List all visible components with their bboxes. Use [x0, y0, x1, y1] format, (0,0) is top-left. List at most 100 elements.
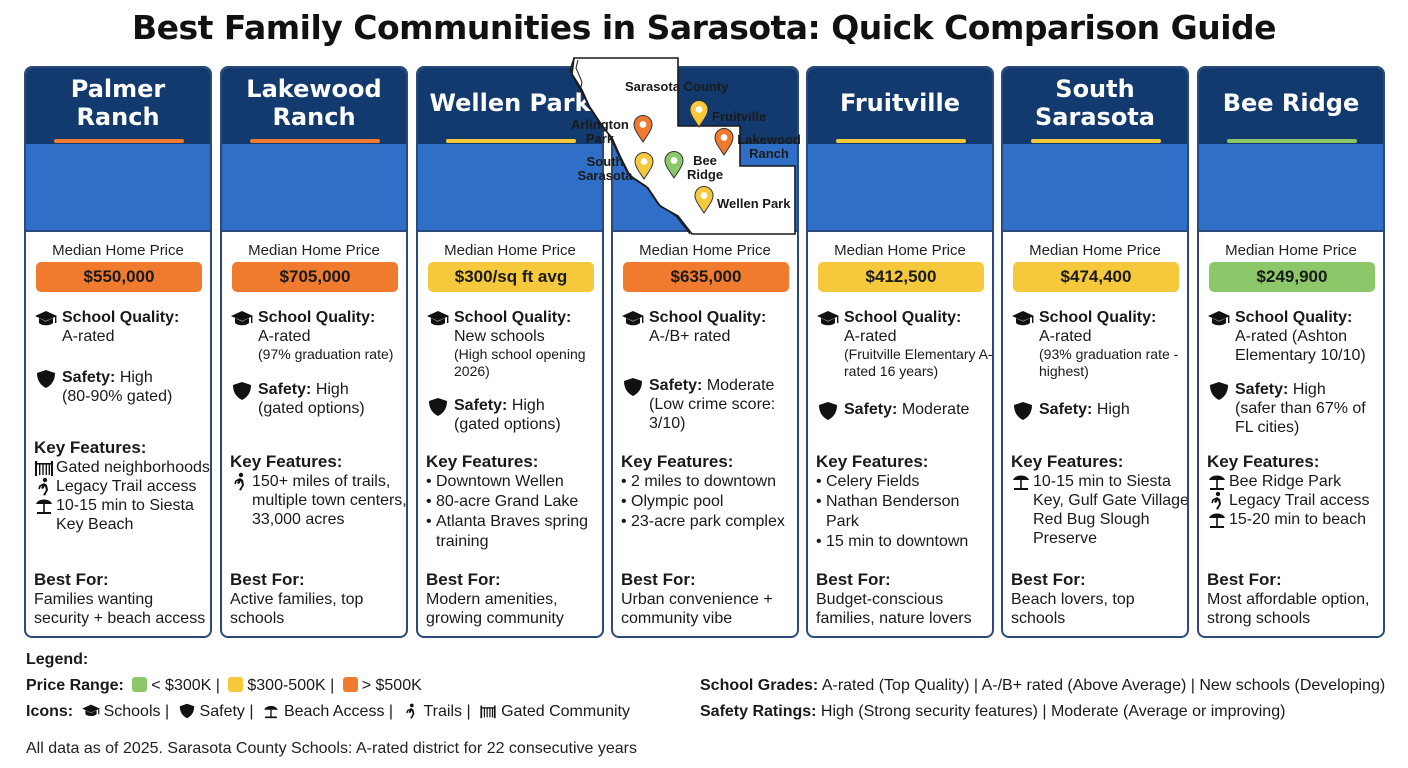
best-for-text: Active families, top schools [230, 591, 364, 627]
best-for-text: Beach lovers, top schools [1011, 591, 1135, 627]
card-photo-band [222, 144, 406, 232]
school-rating: A-rated [1039, 328, 1092, 345]
best-for-text: Families wanting security + beach access [34, 591, 206, 627]
key-features-label: Key Features: [230, 452, 343, 471]
community-name: Palmer Ranch [70, 75, 166, 131]
safety-icon [34, 369, 58, 389]
feature-item: Olympic pool [621, 492, 797, 512]
key-features-label: Key Features: [34, 438, 147, 457]
price-badge: $474,400 [1013, 262, 1179, 292]
map-pin-icon [714, 128, 734, 156]
price-badge: $300/sq ft avg [428, 262, 594, 292]
card-header [222, 68, 406, 144]
best-for-text: Urban convenience + community vibe [621, 591, 773, 627]
feature-item: Legacy Trail access [1207, 491, 1383, 510]
feature-item: 15 min to downtown [816, 532, 992, 552]
feature-item: Gated neighborhoods [34, 458, 210, 477]
community-card: Lakewood Ranch Median Home Price $705,000 S… [220, 66, 408, 638]
school-quality: School Quality: A-rated (Ashton Elementar… [1207, 308, 1383, 365]
key-features: Key Features:Celery FieldsNathan Benders… [816, 452, 992, 552]
accent-bar [836, 139, 966, 143]
safety-rating: High [511, 397, 545, 414]
safety-note: (safer than 67% of FL cities) [1235, 400, 1366, 436]
legend-safety-ratings: Safety Ratings: High (Strong security fe… [700, 703, 1286, 720]
school-quality: School Quality: New schools (High school o… [426, 308, 602, 380]
price-badge: $550,000 [36, 262, 202, 292]
safety-rating: High [119, 369, 153, 386]
feature-item: Bee Ridge Park [1207, 472, 1383, 491]
safety-icon [230, 381, 254, 401]
schools-icon [1011, 309, 1035, 329]
legend-icons: Icons: Schools | Safety | Beach Access |… [26, 703, 630, 720]
map-pin-icon [633, 115, 653, 143]
community-card: Palmer Ranch Median Home Price $550,000 Sch… [24, 66, 212, 638]
accent-bar [54, 139, 184, 143]
accent-bar [1031, 139, 1161, 143]
map-label-lakewood-ranch: Lakewood Ranch [737, 132, 801, 161]
schools-icon [34, 309, 58, 329]
map-label-wellen-park: Wellen Park [717, 196, 791, 211]
key-features: Key Features: 10-15 min to Siesta Key, Gu… [1011, 452, 1187, 548]
card-photo-band [808, 144, 992, 232]
feature-item: Celery Fields [816, 472, 992, 492]
map-label-fruitville: Fruitville [712, 109, 767, 124]
trails-icon [401, 703, 421, 719]
safety-note: (Low crime score: 3/10) [649, 396, 776, 432]
price-label: Median Home Price [639, 242, 771, 259]
school-note: (97% graduation rate) [258, 346, 394, 362]
key-features: Key Features: Gated neighborhoods Legacy T… [34, 438, 210, 534]
feature-item: 80-acre Grand Lake [426, 492, 602, 512]
price-badge: $635,000 [623, 262, 789, 292]
price-badge: $412,500 [818, 262, 984, 292]
yellow-swatch [228, 677, 244, 692]
school-quality: School Quality: A-rated (93% graduation ra… [1011, 308, 1187, 380]
map-pin-icon [664, 151, 684, 179]
school-note: (93% graduation rate - highest) [1039, 346, 1179, 379]
key-features: Key Features:Downtown Wellen80-acre Gran… [426, 452, 602, 552]
beach-access-icon [1207, 472, 1227, 491]
key-features-label: Key Features: [426, 452, 539, 471]
key-features-label: Key Features: [816, 452, 929, 471]
best-for: Best For: Active families, top schools [230, 570, 406, 628]
trails-icon [34, 477, 54, 496]
page-title: Best Family Communities in Sarasota: Qui… [131, 8, 1277, 47]
price-label: Median Home Price [444, 242, 576, 259]
price-badge: $705,000 [232, 262, 398, 292]
community-card: Wellen Park Median Home Price $300/sq ft a… [416, 66, 604, 638]
schools-icon [426, 309, 450, 329]
school-rating: A-rated [258, 328, 311, 345]
safety-rating: Moderate [901, 401, 970, 418]
schools-icon [230, 309, 254, 329]
map-pin-icon [689, 100, 709, 128]
community-card: Bee Ridge Median Home Price $249,900 School… [1197, 66, 1385, 638]
school-rating: A-/B+ rated [649, 328, 731, 345]
feature-item: 10-15 min to Siesta Key Beach [34, 496, 210, 534]
schools-icon [1207, 309, 1231, 329]
school-quality: School Quality: A-rated (97% graduation ra… [230, 308, 406, 363]
safety: Safety: High (80-90% gated) [34, 368, 210, 406]
safety-note: (gated options) [454, 416, 561, 433]
best-for: Best For: Families wanting security + bea… [34, 570, 210, 628]
community-name: Lakewood Ranch [246, 75, 382, 131]
school-rating: New schools [454, 328, 545, 345]
trails-icon [230, 472, 250, 491]
map-label-south-sarasota: South Sarasota [577, 154, 633, 183]
card-header [26, 68, 210, 144]
price-label: Median Home Price [834, 242, 966, 259]
legend-school-grades: School Grades: A-rated (Top Quality) | A… [700, 677, 1386, 694]
card-photo-band [1003, 144, 1187, 232]
card-photo-band [1199, 144, 1383, 232]
school-note: (High school opening 2026) [454, 346, 586, 379]
safety-note: (80-90% gated) [62, 388, 173, 405]
map-label-bee-ridge: Bee Ridge [686, 153, 724, 182]
safety-rating: High [1292, 381, 1326, 398]
school-rating: A-rated (Ashton Elementary 10/10) [1235, 328, 1366, 364]
best-for-text: Most affordable option, strong schools [1207, 591, 1370, 627]
card-photo-band [26, 144, 210, 232]
key-features-label: Key Features: [1011, 452, 1124, 471]
beach-access-icon [34, 496, 54, 515]
safety-icon [1011, 401, 1035, 421]
gated-community-icon [34, 458, 54, 477]
gated-community-icon [478, 703, 498, 719]
feature-item: 10-15 min to Siesta Key, Gulf Gate Villa… [1011, 472, 1187, 548]
